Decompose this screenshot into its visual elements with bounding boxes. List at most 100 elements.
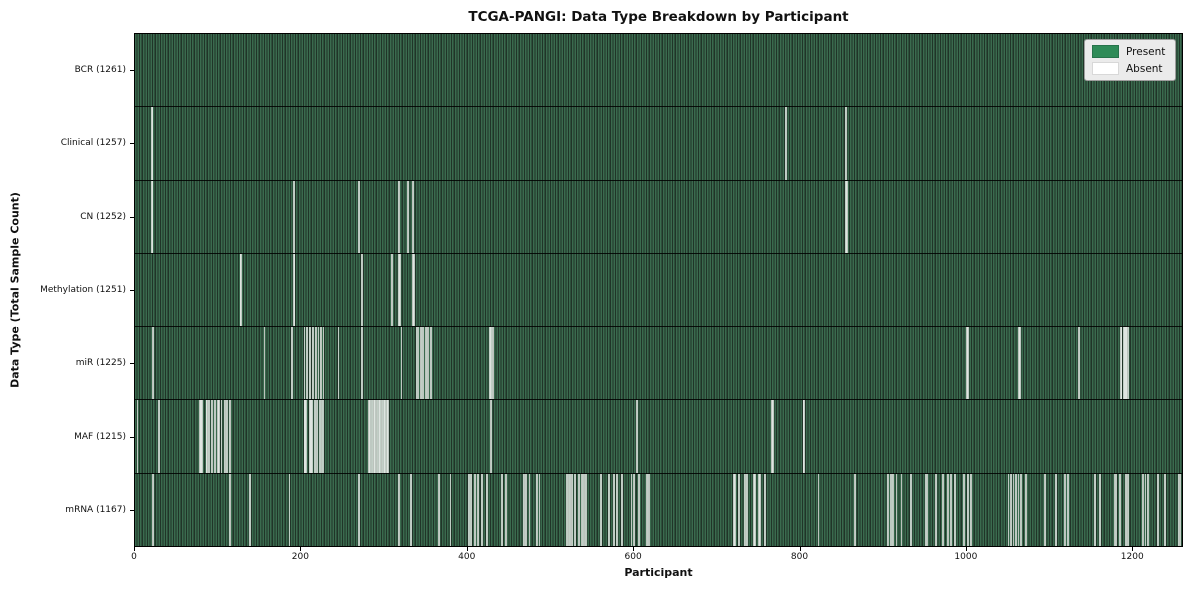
absent-line (757, 473, 760, 546)
absent-line (501, 473, 503, 546)
absent-line (1098, 473, 1101, 546)
absent-line (585, 473, 587, 546)
absent-line (599, 473, 602, 546)
absent-line (370, 400, 373, 473)
absent-line (337, 327, 340, 400)
y-tick-mark (130, 216, 134, 218)
absent-line (947, 473, 949, 546)
absent-line (1020, 473, 1022, 546)
absent-line (892, 473, 895, 546)
absent-line (319, 400, 322, 473)
plot-area (134, 33, 1183, 547)
absent-line (1115, 473, 1118, 546)
legend-item-absent: Absent (1092, 62, 1168, 75)
absent-line (409, 473, 412, 546)
absent-line (970, 473, 973, 546)
absent-line (226, 400, 229, 473)
absent-line (360, 327, 363, 400)
absent-line (218, 400, 220, 473)
absent-line (384, 400, 386, 473)
absent-line (320, 400, 323, 473)
absent-line (358, 180, 361, 253)
absent-line (1015, 473, 1017, 546)
absent-line (374, 400, 376, 473)
x-tick-mark (799, 547, 801, 551)
absent-line (1019, 327, 1022, 400)
absent-line (379, 400, 381, 473)
absent-line (398, 180, 400, 253)
absent-line (844, 107, 847, 180)
absent-line (316, 400, 318, 473)
absent-line (569, 473, 572, 546)
absent-line (309, 327, 312, 400)
absent-line (636, 400, 639, 473)
absent-line (633, 473, 635, 546)
absent-line (398, 473, 400, 546)
absent-line (317, 327, 320, 400)
absent-line (954, 473, 957, 546)
absent-line (358, 473, 361, 546)
absent-line (574, 473, 577, 546)
absent-line (305, 400, 307, 473)
absent-line (429, 327, 432, 400)
absent-line (942, 473, 944, 546)
absent-line (152, 327, 155, 400)
absent-line (481, 473, 484, 546)
absent-line (1125, 327, 1128, 400)
x-tick-mark (300, 547, 302, 551)
absent-line (962, 473, 965, 546)
heatmap-row-Clinical (135, 107, 1182, 181)
legend-item-present: Present (1092, 45, 1168, 58)
absent-line (490, 400, 493, 473)
absent-line (1054, 473, 1057, 546)
absent-line (620, 473, 623, 546)
absent-line (567, 473, 570, 546)
heatmap-row-CN (135, 180, 1182, 254)
absent-line (419, 327, 422, 400)
absent-line (380, 400, 383, 473)
absent-line (950, 473, 953, 546)
absent-line (1044, 473, 1046, 546)
present-swatch-icon (1092, 45, 1119, 58)
absent-line (311, 327, 314, 400)
y-tick-label: MAF (1215) (74, 431, 126, 442)
absent-line (492, 327, 494, 400)
absent-line (900, 473, 903, 546)
absent-line (737, 473, 740, 546)
absent-line (399, 253, 401, 327)
absent-line (390, 253, 393, 327)
absent-line (293, 253, 296, 327)
absent-line (385, 400, 388, 473)
absent-line (322, 327, 325, 400)
heatmap-row-mRNA (135, 473, 1182, 546)
y-tick-label: miR (1225) (75, 358, 126, 369)
absent-line (522, 473, 525, 546)
absent-line (1012, 473, 1015, 546)
y-tick-label: CN (1252) (80, 211, 126, 222)
absent-line (199, 400, 202, 473)
legend-label-present: Present (1126, 45, 1166, 58)
absent-line (228, 473, 231, 546)
heatmap-row-miR (135, 327, 1182, 401)
y-tick-label: Clinical (1257) (60, 138, 126, 149)
x-tick-label: 200 (291, 552, 309, 562)
absent-line (201, 400, 204, 473)
absent-line (400, 327, 403, 400)
absent-line (360, 253, 363, 327)
absent-line (263, 327, 266, 400)
absent-line (424, 327, 427, 400)
absent-line (211, 400, 214, 473)
absent-line (578, 473, 581, 546)
absent-swatch-icon (1092, 62, 1119, 75)
absent-line (427, 327, 430, 400)
absent-line (467, 473, 470, 546)
x-tick-label: 0 (131, 552, 137, 562)
absent-line (1142, 473, 1144, 546)
y-tick-mark (130, 290, 134, 291)
absent-line (315, 327, 317, 400)
absent-line (412, 180, 415, 253)
absent-line (417, 327, 420, 400)
absent-line (1127, 473, 1129, 546)
absent-line (528, 473, 531, 546)
